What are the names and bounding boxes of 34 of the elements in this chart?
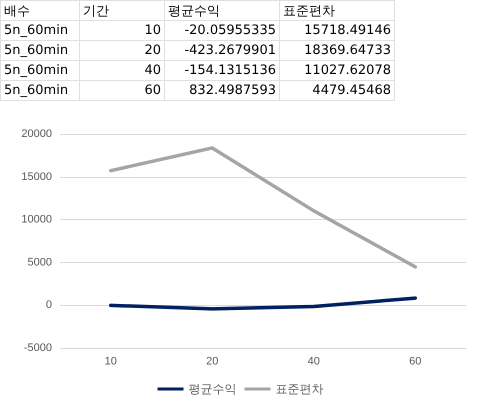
text: -423.2679901 xyxy=(164,40,280,60)
legend-label: 평균수익 xyxy=(188,382,236,396)
line-series xyxy=(109,296,417,311)
text: 5n_60min xyxy=(0,20,80,40)
x-tick-label: 20 xyxy=(206,356,218,368)
text: 15718.49146 xyxy=(280,20,394,40)
text: -20.05955335 xyxy=(164,20,280,40)
x-tick-label: 60 xyxy=(409,356,422,368)
text: 11027.62078 xyxy=(280,60,394,80)
text: 5n_60min xyxy=(0,40,80,60)
text: 5n_60min xyxy=(0,80,80,100)
x-tick-label: 10 xyxy=(104,356,117,368)
y-tick-label: 0 xyxy=(46,299,52,312)
text: 60 xyxy=(80,80,164,100)
text: -154.1315136 xyxy=(164,60,280,80)
legend-label: 표준편차 xyxy=(276,382,324,396)
y-tick-label: 5000 xyxy=(28,256,52,268)
y-tick-label: -5000 xyxy=(24,342,52,354)
x-tick-label: 40 xyxy=(308,356,320,368)
text: 배수 xyxy=(0,0,80,20)
text: 5n_60min xyxy=(0,60,80,80)
text: 기간 xyxy=(80,0,164,20)
text: 18369.64733 xyxy=(280,40,394,60)
text: 평균수익 xyxy=(164,0,280,20)
line-series xyxy=(109,146,417,269)
text: 4479.45468 xyxy=(280,80,394,100)
y-tick-label: 20000 xyxy=(21,128,52,140)
y-tick-label: 15000 xyxy=(21,170,52,183)
y-tick-label: 10000 xyxy=(21,214,52,226)
text: 10 xyxy=(80,20,164,40)
text: 표준편차 xyxy=(280,0,394,20)
text: 832.4987593 xyxy=(164,80,280,100)
text: 20 xyxy=(80,40,164,60)
text: 40 xyxy=(80,60,164,80)
